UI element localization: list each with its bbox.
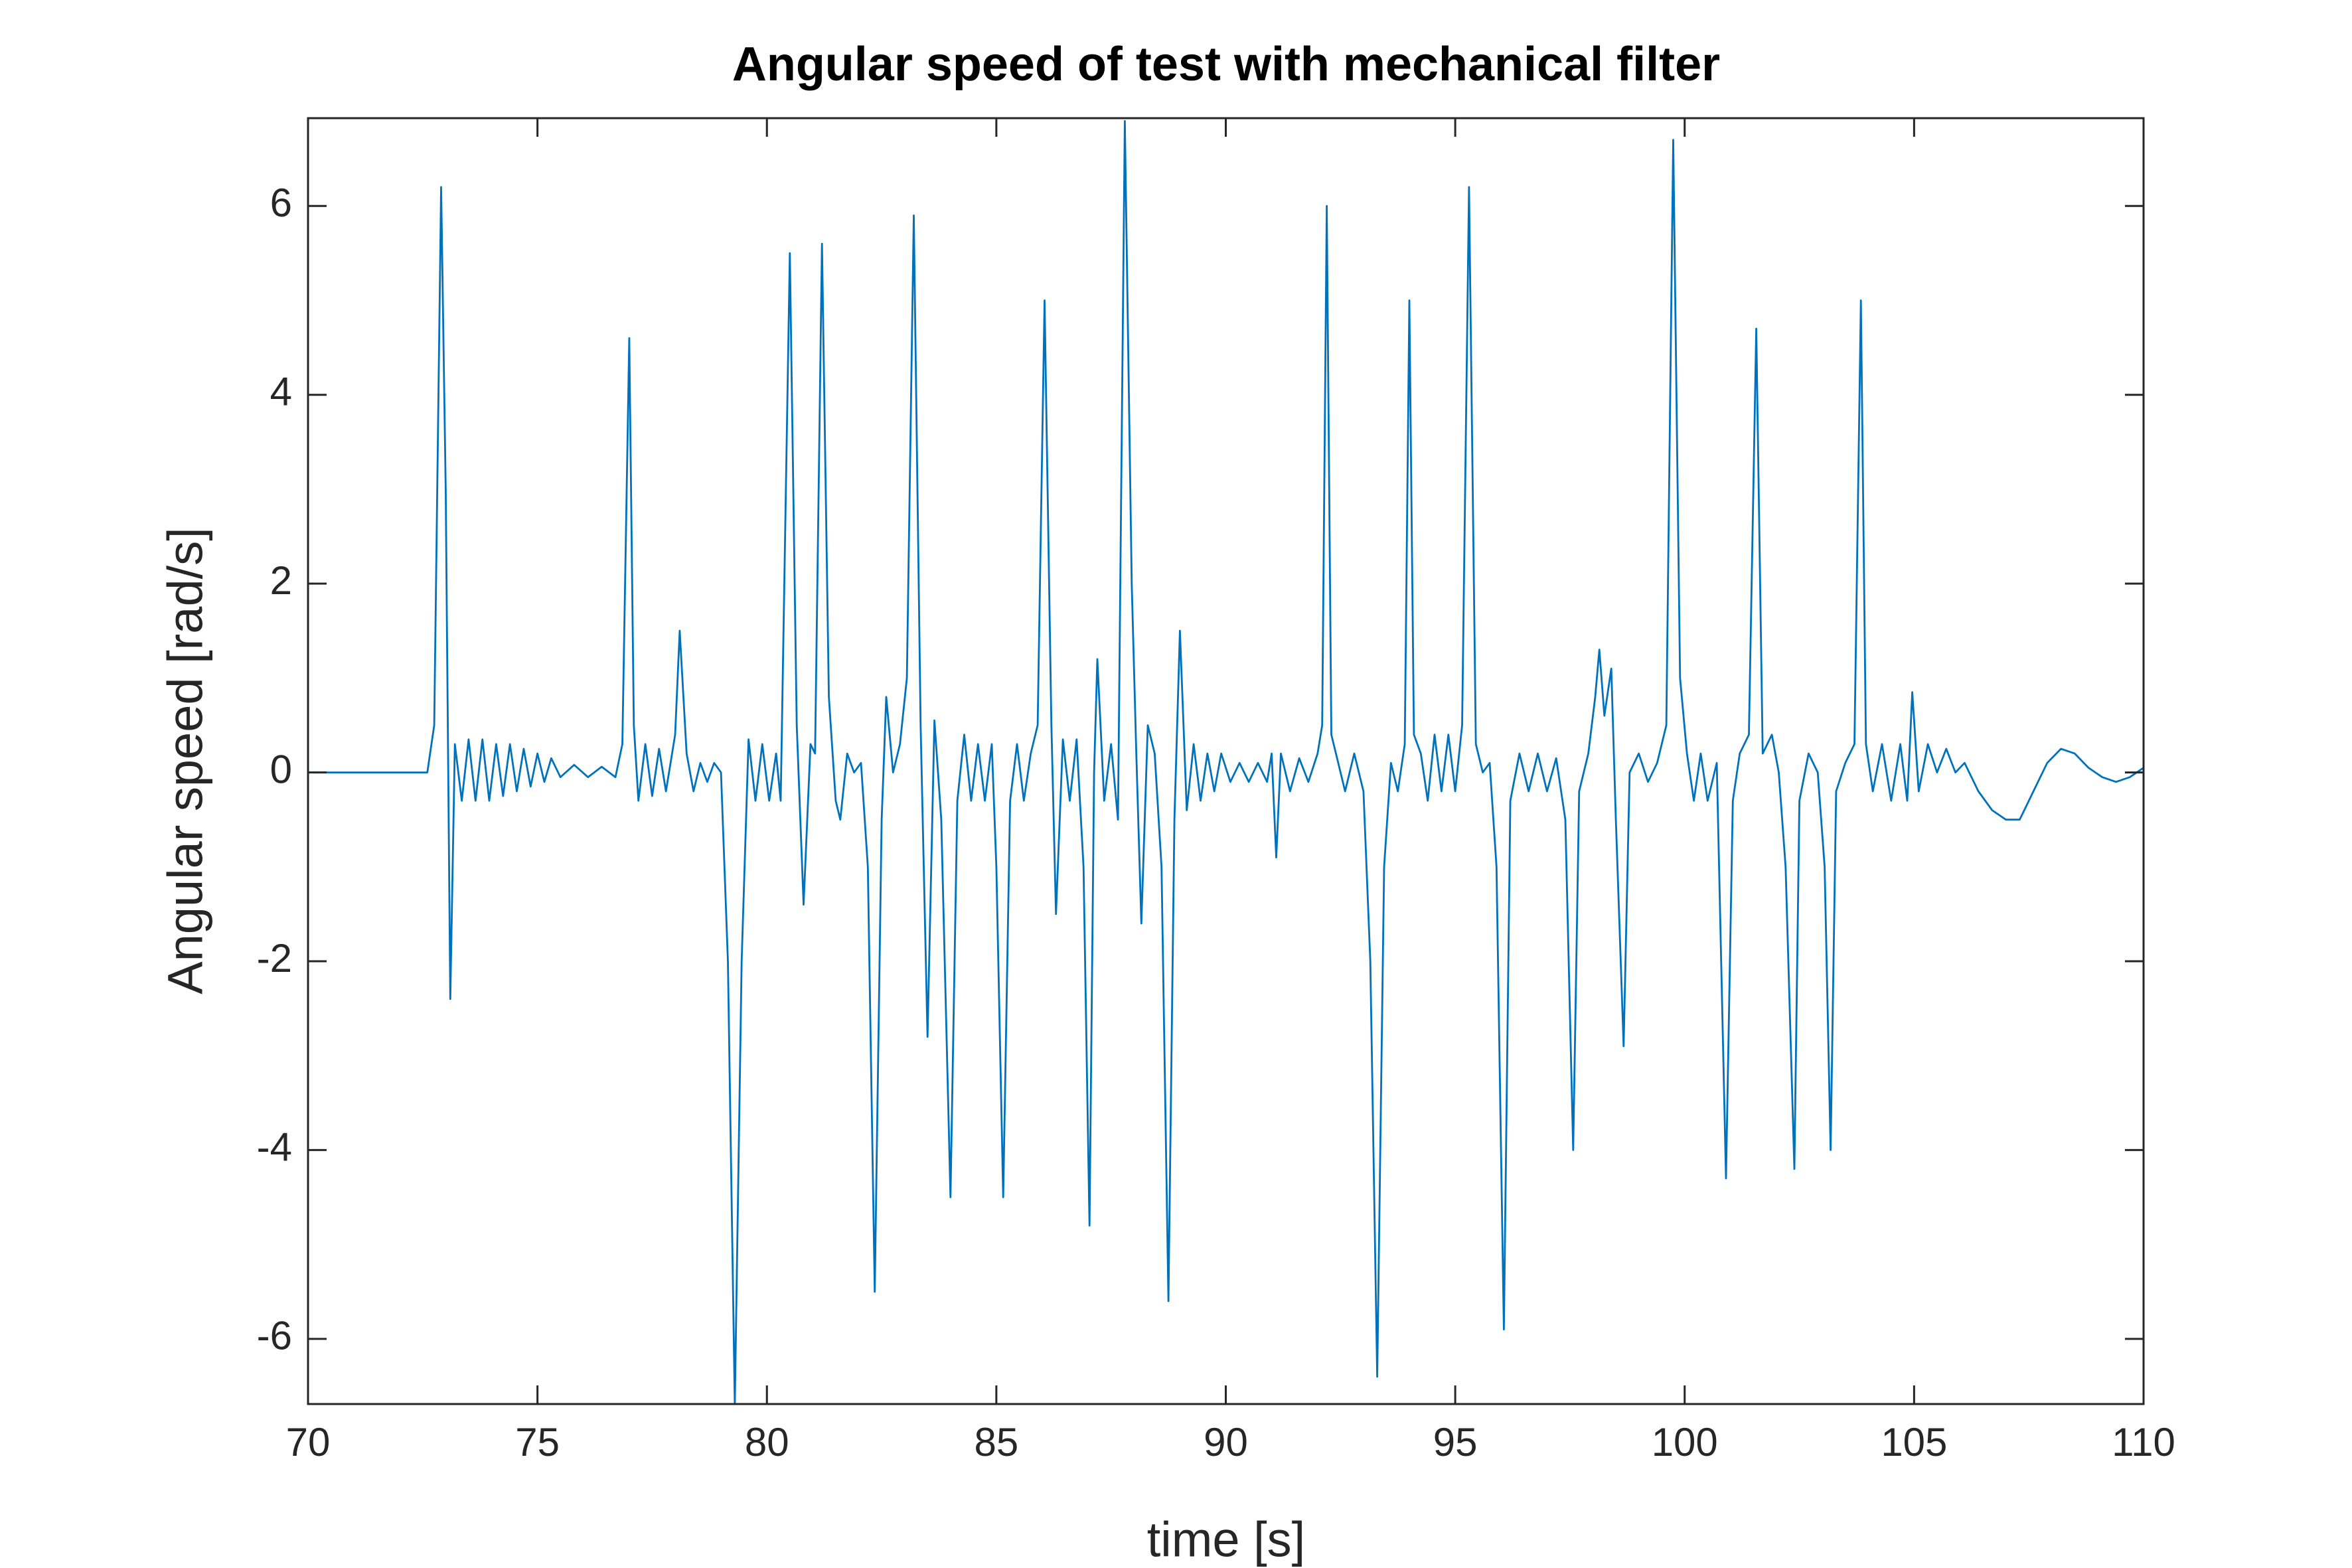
y-axis-label: Angular speed [rad/s] [158, 527, 213, 994]
x-tick-label: 105 [1881, 1420, 1947, 1464]
y-tick-label: 6 [270, 181, 292, 225]
x-tick-label: 80 [745, 1420, 789, 1464]
y-tick-label: 2 [270, 558, 292, 603]
chart-title: Angular speed of test with mechanical fi… [732, 38, 1720, 91]
x-tick-label: 110 [2112, 1420, 2175, 1464]
data-line [308, 119, 2144, 1404]
x-axis-label: time [s] [1147, 1512, 1305, 1567]
x-tick-label: 95 [1433, 1420, 1478, 1464]
x-tick-label: 100 [1652, 1420, 1718, 1464]
y-tick-label: 4 [270, 370, 292, 414]
y-tick-label: -4 [257, 1125, 292, 1169]
x-tick-label: 85 [975, 1420, 1019, 1464]
y-tick-label: -2 [257, 936, 292, 980]
x-tick-label: 90 [1204, 1420, 1248, 1464]
x-tick-label: 75 [515, 1420, 560, 1464]
y-tick-label: 0 [270, 747, 292, 791]
x-tick-label: 70 [286, 1420, 331, 1464]
y-tick-label: -6 [257, 1314, 292, 1358]
